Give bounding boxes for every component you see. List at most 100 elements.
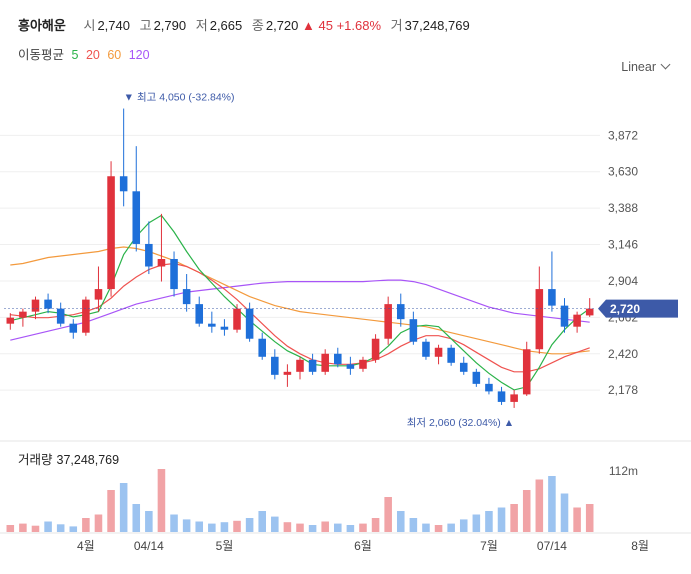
candle-body (409, 319, 418, 342)
volume-bar (6, 525, 15, 532)
y-tick-label: 2,178 (608, 383, 638, 397)
candle-body (233, 308, 241, 330)
candle-body (308, 359, 317, 372)
candle-body (245, 308, 254, 339)
volume-bar (321, 521, 329, 532)
x-tick-label: 04/14 (134, 539, 164, 553)
volume-bar (233, 520, 241, 532)
volume-bar (434, 525, 443, 532)
volume-bar (208, 523, 216, 532)
candle-body (69, 323, 78, 333)
volume-bar (510, 504, 518, 532)
candle-body (94, 289, 103, 300)
price-tag-label: 2,720 (610, 302, 640, 316)
volume-bar (359, 523, 367, 532)
volume-bar (132, 504, 141, 532)
volume-bar (422, 523, 430, 532)
high-label: 고 (139, 18, 152, 33)
volume-bar (308, 525, 317, 532)
candle-body (485, 383, 493, 392)
volume-bar (182, 519, 191, 532)
volume-bar (334, 523, 342, 532)
volume-bar (485, 511, 493, 532)
volume-bar (296, 523, 304, 532)
scale-dropdown[interactable]: Linear (621, 59, 671, 74)
x-tick-label: 5월 (216, 539, 234, 553)
y-tick-label: 3,630 (608, 165, 638, 179)
candle-body (296, 359, 304, 372)
candle-body (19, 311, 27, 318)
y-tick-label: 2,420 (608, 347, 638, 361)
volume-bar (472, 514, 481, 532)
volume-bar (44, 521, 52, 532)
candle-body (119, 176, 128, 192)
low-label: 저 (195, 18, 208, 33)
volume-bar (548, 476, 556, 532)
price-tag (598, 299, 678, 318)
candle-body (145, 243, 153, 267)
moving-average-legend[interactable]: 이동평균 5 20 60 120 (18, 44, 150, 63)
candle-body (6, 317, 15, 324)
volume-bar (497, 507, 506, 532)
ma-legend-label: 이동평균 (18, 48, 65, 62)
candle-body (170, 258, 178, 290)
candle-body (258, 338, 266, 357)
volume-bar (560, 493, 569, 532)
candle-body (359, 359, 367, 369)
candle-body (585, 308, 594, 316)
candle-body (384, 304, 392, 339)
y-tick-label: 3,872 (608, 128, 638, 142)
volume-bar (573, 507, 581, 532)
volume-axis-label: 112m (609, 464, 638, 478)
volume-bar (459, 519, 468, 532)
candle-body (334, 353, 342, 365)
candle-body (107, 176, 115, 290)
candle-body (208, 323, 216, 327)
candle-body (195, 304, 204, 324)
y-tick-label: 3,146 (608, 238, 638, 252)
x-tick-label: 4월 (77, 539, 95, 553)
volume-bar (535, 479, 544, 532)
volume-bar (409, 518, 418, 532)
low-annotation: 최저 2,060 (32.04%) ▲ (407, 417, 514, 429)
close-label: 종 (251, 18, 264, 33)
x-tick-label: 6월 (354, 539, 372, 553)
volume-bar (384, 497, 392, 532)
candle-body (497, 391, 506, 402)
quote-header: 흥아해운 시 2,740 고 2,790 저 2,665 종 2,720 ▲ 45 +1… (18, 15, 470, 34)
ma60-legend: 60 (107, 48, 122, 62)
volume-bar (94, 514, 103, 532)
volume-bar (585, 504, 594, 532)
candle-body (447, 347, 455, 363)
volume-bar (170, 514, 178, 532)
ma5-legend: 5 (71, 48, 79, 62)
y-tick-label: 3,388 (608, 201, 638, 215)
volume-panel-value: 37,248,769 (56, 453, 120, 467)
x-tick-label: 07/14 (537, 539, 567, 553)
candle-body (44, 299, 52, 309)
volume-panel-title: 거래량 37,248,769 (18, 449, 119, 468)
low-value: 2,665 (209, 18, 243, 33)
volume-bar (371, 518, 380, 532)
candle-body (157, 258, 166, 267)
candle-body (573, 314, 581, 327)
candle-body (346, 364, 355, 369)
volume-bar (283, 522, 292, 532)
volume-bar (220, 522, 229, 532)
candle-body (56, 308, 65, 324)
ma20-line (10, 262, 590, 373)
change-value: ▲ 45 +1.68% (302, 18, 382, 33)
candle-body (459, 362, 468, 372)
ma20-legend: 20 (85, 48, 100, 62)
candle-body (31, 299, 40, 312)
volume-bar (82, 518, 90, 532)
volume-bar (31, 525, 40, 532)
volume-bar (258, 511, 266, 532)
volume-bar (447, 523, 455, 532)
scale-label: Linear (621, 60, 656, 74)
x-tick-label: 8월 (631, 539, 649, 553)
candle-body (182, 289, 191, 305)
candle-body (132, 191, 141, 244)
volume-label: 거 (390, 18, 403, 33)
